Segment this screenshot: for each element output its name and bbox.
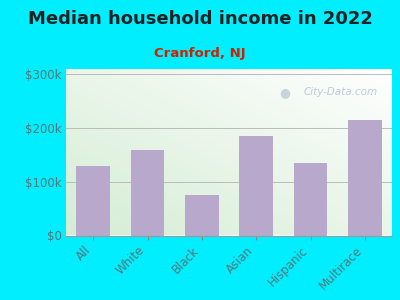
- Text: City-Data.com: City-Data.com: [304, 87, 378, 97]
- Bar: [131, 150, 164, 236]
- Bar: [239, 136, 273, 236]
- Bar: [185, 195, 219, 236]
- Text: Cranford, NJ: Cranford, NJ: [154, 46, 246, 59]
- Bar: [294, 163, 327, 236]
- Bar: [76, 166, 110, 236]
- Text: ●: ●: [279, 86, 290, 99]
- Bar: [348, 120, 382, 236]
- Text: Median household income in 2022: Median household income in 2022: [28, 11, 372, 28]
